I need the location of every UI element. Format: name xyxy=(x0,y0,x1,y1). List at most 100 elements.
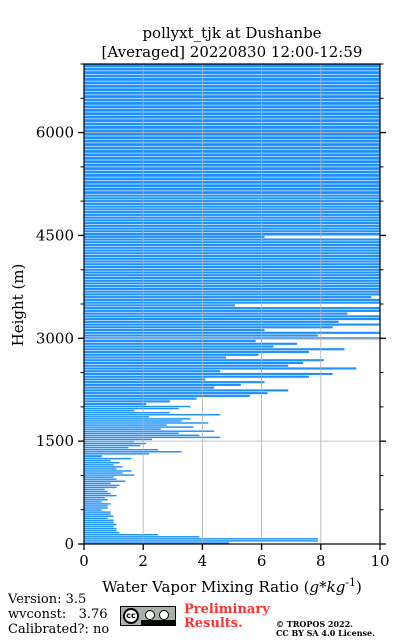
profile-bar xyxy=(84,200,380,203)
profile-bar xyxy=(84,527,117,530)
profile-bar xyxy=(84,405,191,408)
profile-bar xyxy=(84,84,380,88)
profile-bar xyxy=(84,122,380,126)
profile-bar xyxy=(84,503,111,505)
profile-bar xyxy=(84,249,380,252)
profile-bar xyxy=(84,453,150,455)
profile-bar xyxy=(84,372,333,376)
profile-bar xyxy=(84,389,289,392)
profile-bar xyxy=(84,219,380,222)
wvconst-text: wvconst: 3.76 xyxy=(8,607,108,622)
profile-bar xyxy=(84,432,179,434)
preliminary-line-1: Preliminary xyxy=(184,602,270,617)
profile-bar xyxy=(84,494,117,497)
profile-bar xyxy=(84,513,111,515)
profile-bar xyxy=(84,375,309,378)
plot-frame xyxy=(83,63,381,545)
profile-bar xyxy=(84,163,380,167)
profile-bar xyxy=(84,205,380,208)
profile-bar xyxy=(84,540,318,542)
version-text: Version: 3.5 xyxy=(8,592,87,607)
profile-bar xyxy=(84,312,348,315)
profile-bar xyxy=(84,309,380,312)
profile-bar xyxy=(84,235,265,238)
profile-bar xyxy=(84,298,380,301)
profile-bar xyxy=(84,293,380,296)
profile-bar xyxy=(84,129,380,133)
profile-bar xyxy=(84,156,380,160)
profile-bar xyxy=(84,227,380,230)
profile-bar xyxy=(84,383,241,386)
profile-bar xyxy=(84,246,380,249)
profile-bar xyxy=(84,208,380,211)
profile-bar xyxy=(84,119,380,122)
profile-bar xyxy=(84,222,380,225)
profile-bar xyxy=(84,386,215,389)
profile-bar xyxy=(84,88,380,92)
profile-bar xyxy=(84,139,380,143)
profile-bar xyxy=(84,115,380,119)
profile-bar xyxy=(84,364,289,367)
profile-bar xyxy=(84,160,380,164)
profile-bar xyxy=(84,424,167,426)
y-tick-label: 1500 xyxy=(36,432,74,450)
profile-bar xyxy=(84,350,309,354)
profile-bar xyxy=(84,536,200,538)
profile-bar xyxy=(84,254,380,258)
profile-bar xyxy=(84,459,111,462)
profile-bar xyxy=(84,102,380,105)
x-tick-label: 6 xyxy=(257,552,267,570)
profile-bar xyxy=(84,531,120,534)
profile-bar xyxy=(84,397,197,400)
profile-bar xyxy=(84,263,380,266)
profile-bar xyxy=(84,403,147,406)
profile-bar xyxy=(84,455,102,458)
cc-by-sa-license-icon: cc xyxy=(120,606,176,626)
profile-bar xyxy=(84,98,380,102)
profile-bar xyxy=(84,71,380,74)
profile-bar xyxy=(84,174,380,177)
x-tick-label: 8 xyxy=(316,552,326,570)
chart-subtitle: [Averaged] 20220830 12:00-12:59 xyxy=(102,43,363,61)
profile-bar xyxy=(84,342,298,345)
calibrated-text: Calibrated?: no xyxy=(8,622,110,637)
profile-bar xyxy=(84,534,158,536)
profile-bar xyxy=(84,230,380,233)
profile-bar xyxy=(84,438,153,441)
profile-bar xyxy=(84,112,380,116)
water-vapor-profile-chart: pollyxt_tjk at Dushanbe [Averaged] 20220… xyxy=(9,24,390,596)
profile-bar xyxy=(84,448,158,451)
profile-bar xyxy=(84,307,380,310)
profile-bar xyxy=(84,323,380,326)
y-tick-label: 4500 xyxy=(36,226,74,244)
profile-bar xyxy=(84,468,117,470)
profile-bar xyxy=(84,392,268,395)
profile-bar xyxy=(84,268,380,271)
profile-bar xyxy=(84,416,150,418)
profile-bar xyxy=(84,370,221,373)
profile-bar xyxy=(84,279,380,282)
profile-bar xyxy=(84,486,117,489)
y-tick-label: 0 xyxy=(64,535,74,553)
profile-bar xyxy=(84,359,324,362)
profile-bar xyxy=(84,472,123,474)
profile-bar xyxy=(84,265,380,269)
profile-bar xyxy=(84,509,102,511)
profile-bar xyxy=(84,378,206,381)
profile-bar xyxy=(84,67,380,71)
x-tick-label: 2 xyxy=(138,552,148,570)
profile-bar xyxy=(84,511,111,513)
profile-bar xyxy=(84,414,221,416)
profile-bar xyxy=(84,457,132,460)
profile-bar xyxy=(84,517,108,520)
profile-bar xyxy=(84,243,380,247)
profile-bar xyxy=(84,331,380,334)
profile-bar xyxy=(84,420,182,422)
profile-bar xyxy=(84,521,114,524)
profile-bar xyxy=(84,180,380,184)
profile-bar xyxy=(84,430,215,432)
profile-bar xyxy=(84,202,380,205)
profile-bar xyxy=(84,422,209,424)
profile-bar xyxy=(84,515,114,517)
profile-bar xyxy=(84,462,120,464)
